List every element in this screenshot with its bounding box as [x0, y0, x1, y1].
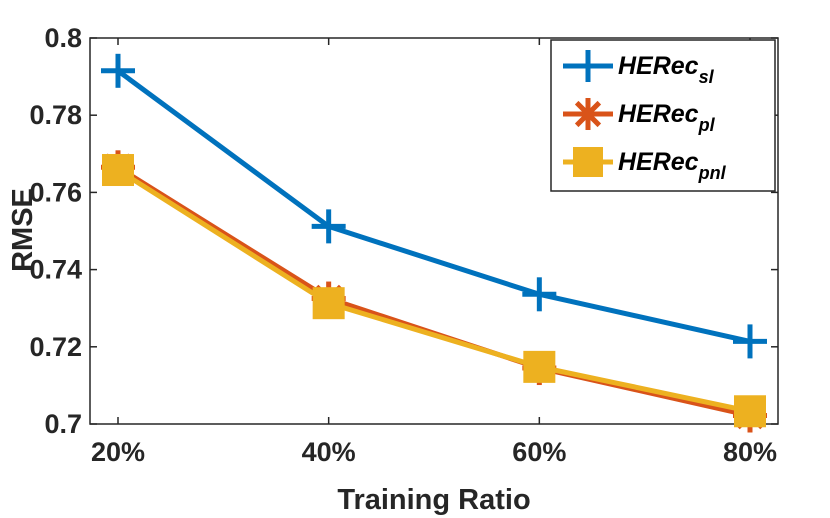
legend-item: HERecsl — [563, 50, 715, 87]
series-marker-plus — [101, 53, 135, 88]
x-tick-label: 20% — [91, 437, 145, 467]
legend-label-subscript: sl — [699, 67, 715, 87]
series-marker-square — [102, 154, 134, 187]
series-line — [116, 167, 751, 414]
x-axis-ticks: 20% 40% 60% 80% — [91, 38, 777, 467]
x-tick-label: 40% — [302, 437, 356, 467]
x-axis-label: Training Ratio — [337, 484, 530, 516]
series-layer — [101, 53, 767, 433]
x-tick-label: 60% — [512, 437, 566, 467]
series-marker-plus — [522, 277, 557, 312]
x-tick-label: 80% — [723, 437, 777, 467]
y-axis-ticks: 0.7 0.72 0.74 0.76 0.78 0.8 — [29, 23, 778, 439]
legend-label-subscript: pl — [698, 115, 716, 135]
series-herec-pnl — [102, 154, 766, 428]
series-marker-asterisk — [572, 98, 604, 130]
series-line — [116, 68, 751, 344]
series-marker-plus — [733, 324, 767, 359]
series-marker-square — [573, 147, 603, 177]
plot-area — [89, 37, 779, 425]
series-marker-plus — [572, 50, 604, 82]
y-tick-label: 0.7 — [44, 409, 82, 439]
y-tick-label: 0.78 — [29, 100, 82, 130]
series-marker-square — [523, 350, 556, 383]
legend-label-subscript: pnl — [698, 163, 727, 183]
series-marker-square — [734, 395, 766, 428]
series-marker-plus — [311, 209, 346, 244]
y-tick-label: 0.8 — [44, 23, 82, 53]
y-axis-label: RMSE — [7, 188, 39, 272]
y-tick-label: 0.72 — [29, 332, 82, 362]
y-tick-label: 0.76 — [29, 177, 82, 207]
plot-frame — [89, 37, 779, 425]
series-herec-sl — [101, 53, 767, 359]
y-tick-label: 0.74 — [29, 255, 82, 285]
series-marker-square — [312, 287, 345, 320]
